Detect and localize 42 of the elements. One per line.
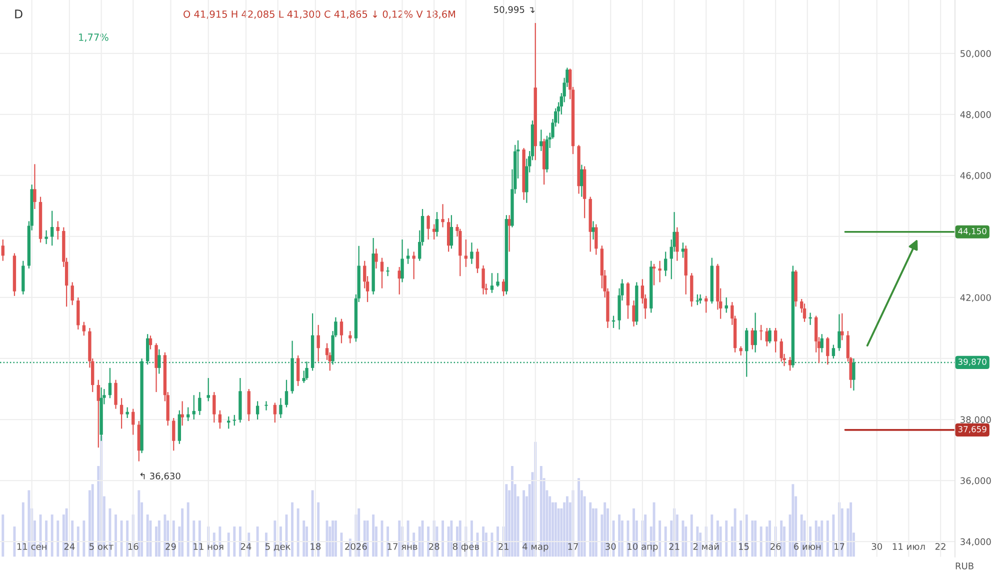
annotation: ↰ 36,630 (140, 472, 180, 480)
x-tick-label: 17 (568, 543, 578, 550)
y-tick-label: 36,000 (960, 477, 991, 486)
x-tick-label: 21 (669, 543, 680, 550)
x-tick-label: 28 (429, 543, 440, 550)
x-tick-label: 18 (310, 543, 321, 550)
x-tick-label: 10 апр (628, 543, 658, 552)
x-tick-label: 11 сен (17, 543, 46, 550)
y-tick-label: 42,000 (960, 294, 991, 302)
annotation: 1,77% (79, 34, 108, 42)
ref-line-label: 44,150 (958, 228, 986, 236)
x-tick-label: 6 июн (794, 543, 821, 550)
x-tick-label: 2026 (345, 543, 367, 550)
ref-line-label: 39,870 (958, 358, 986, 366)
y-tick-label: 38,000 (960, 416, 991, 424)
x-tick-label: 8 фев (452, 543, 479, 552)
x-tick-label: 30 (606, 543, 616, 550)
x-tick-label: 2 май (693, 542, 719, 550)
x-tick-label: 11 ноя (194, 543, 224, 550)
x-tick-label: 22 (935, 543, 946, 550)
x-tick-label: 24 (240, 543, 252, 550)
x-tick-label: 26 (770, 543, 781, 550)
x-tick-label: 29 (166, 543, 176, 550)
y-tick-label: 50,000 (960, 50, 991, 58)
x-tick-label: 17 янв (388, 543, 418, 550)
y-tick-label: 34,000 (960, 538, 991, 546)
y-tick-label: 48,000 (960, 111, 991, 119)
x-tick-label: 5 дек (266, 543, 290, 552)
x-tick-label: 4 мар (522, 543, 548, 552)
x-tick-label: 15 (738, 543, 749, 550)
x-tick-label: 5 окт (90, 543, 114, 550)
y-tick-label: 46,000 (960, 172, 991, 180)
x-tick-label: 21 (498, 543, 508, 550)
annotation: D (15, 10, 22, 18)
ref-line-label: 37,659 (958, 426, 986, 434)
x-tick-label: 17 (834, 543, 844, 550)
annotation: 50,995 ↴ (494, 6, 535, 14)
y-axis-title: RUB (956, 562, 974, 570)
x-tick-label: 16 (128, 543, 138, 550)
x-tick-label: 11 июл (892, 543, 925, 550)
x-tick-label: 30 (872, 543, 882, 550)
x-tick-label: 24 (64, 543, 75, 550)
